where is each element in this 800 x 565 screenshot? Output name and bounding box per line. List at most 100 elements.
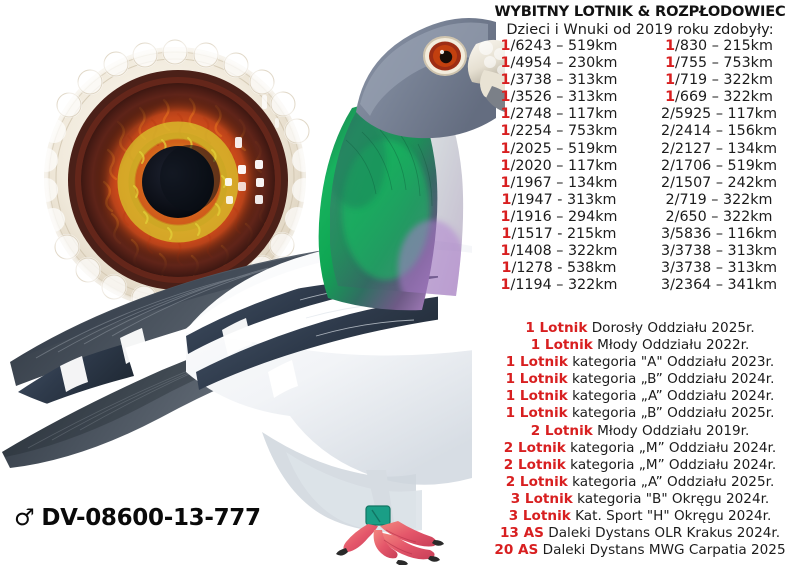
award-text: kategoria „A” Oddziału 2024r.	[567, 388, 775, 405]
ring-number: DV-08600-13-777	[41, 505, 261, 531]
result-row: 1/1517 - 215km 3/5836 – 116km	[480, 226, 800, 243]
result-place: 1	[500, 174, 511, 191]
results-list: 1/6243 – 519km 1/830 – 215km 1/4954 – 230k…	[480, 38, 800, 294]
ring-identity: ♂ DV-08600-13-777	[14, 505, 261, 531]
award-row: 20 AS Daleki Dystans MWG Carpatia 2025	[480, 542, 800, 559]
page-subtitle: Dzieci i Wnuki od 2019 roku zdobyły:	[506, 22, 774, 38]
result-detail: /1967 – 134km	[510, 174, 618, 191]
award-text: kategoria „A” Oddziału 2025r.	[567, 473, 775, 490]
result-detail: /830 – 215km	[675, 38, 773, 54]
award-rank: 1 Lotnik	[505, 371, 568, 388]
leg-ring	[366, 506, 390, 525]
award-rank: 1 Lotnik	[505, 388, 568, 405]
award-row: 3 Lotnik Kat. Sport "H" Okręgu 2024r.	[480, 508, 800, 525]
racing-pigeon-portrait	[2, 18, 505, 565]
award-rank: 1 Lotnik	[505, 354, 568, 371]
result-cell-left: 1/2020 – 117km	[480, 158, 638, 175]
result-cell-right: 1/719 – 322km	[638, 72, 800, 89]
result-row: 1/3738 – 313km 1/719 – 322km	[480, 72, 800, 89]
head-eye	[423, 36, 467, 76]
result-cell-right: 1/755 – 753km	[638, 55, 800, 72]
pigeon-toes	[343, 521, 437, 560]
result-cell-left: 1/1517 - 215km	[480, 226, 638, 243]
result-cell-left: 1/3738 – 313km	[480, 72, 638, 89]
award-rank: 2 Lotnik	[503, 456, 566, 473]
result-cell-right: 2/1507 – 242km	[638, 175, 800, 192]
result-detail: /1194 – 322km	[510, 277, 618, 294]
result-detail: /755 – 753km	[675, 55, 773, 72]
result-place: 1	[500, 106, 511, 123]
result-row: 1/4954 – 230km 1/755 – 753km	[480, 55, 800, 72]
result-cell-left: 1/1947 - 313km	[480, 192, 638, 209]
award-row: 1 Lotnik kategoria „A” Oddziału 2024r.	[480, 388, 800, 405]
result-place: 1	[665, 38, 676, 54]
result-detail: /1278 - 538km	[511, 260, 617, 277]
result-detail: /1916 – 294km	[510, 208, 618, 225]
award-text: kategoria "A" Oddziału 2023r.	[567, 354, 775, 371]
award-rank: 2 Lotnik	[505, 473, 568, 490]
result-cell-left: 1/1194 – 322km	[480, 277, 638, 294]
result-row: 1/3526 – 313km 1/669 – 322km	[480, 89, 800, 106]
result-place: 1	[501, 260, 512, 277]
result-cell-left: 1/1278 - 538km	[480, 260, 638, 277]
result-place: 1	[501, 191, 512, 208]
award-text: Kat. Sport "H" Okręgu 2024r.	[570, 508, 772, 525]
result-cell-right: 1/830 – 215km	[638, 38, 800, 55]
result-cell-right: 3/2364 – 341km	[638, 277, 800, 294]
award-text: Daleki Dystans OLR Krakus 2024r.	[543, 525, 781, 542]
award-rank: 2 Lotnik	[503, 439, 566, 456]
award-row: 2 Lotnik Młody Oddziału 2019r.	[480, 423, 800, 440]
award-text: Młody Oddziału 2019r.	[592, 422, 750, 439]
result-place: 1	[665, 55, 676, 72]
result-cell-left: 1/2025 – 519km	[480, 141, 638, 158]
award-text: Młody Oddziału 2022r.	[592, 337, 750, 354]
result-row: 1/1967 – 134km 2/1507 – 242km	[480, 175, 800, 192]
result-row: 1/2020 – 117km 2/1706 – 519km	[480, 158, 800, 175]
award-rank: 1 Lotnik	[505, 405, 568, 422]
result-place: 1	[500, 89, 511, 106]
result-detail: /1517 - 215km	[511, 226, 617, 243]
result-place: 1	[665, 89, 676, 106]
page-title: WYBITNY LOTNIK & ROZPŁODOWIEC	[494, 3, 786, 20]
result-detail: /2254 – 753km	[510, 123, 618, 140]
result-detail: 2/2414 – 156km	[660, 123, 778, 140]
result-detail: /669 – 322km	[675, 89, 773, 106]
result-detail: 2/650 – 322km	[665, 208, 773, 225]
result-cell-right: 2/5925 – 117km	[638, 106, 800, 123]
award-rank: 2 Lotnik	[530, 422, 593, 439]
result-detail: /2020 – 117km	[510, 157, 618, 174]
result-row: 1/2748 – 117km 2/5925 – 117km	[480, 106, 800, 123]
result-row: 1/1194 – 322km 3/2364 – 341km	[480, 277, 800, 294]
result-place: 1	[501, 226, 512, 243]
result-cell-left: 1/1967 – 134km	[480, 175, 638, 192]
result-place: 1	[500, 208, 511, 225]
result-cell-left: 1/2254 – 753km	[480, 123, 638, 140]
result-detail: 2/2127 – 134km	[660, 140, 778, 157]
result-detail: 2/719 – 322km	[665, 191, 773, 208]
awards-list: 1 Lotnik Dorosły Oddziału 2025r. 1 Lotnik…	[480, 320, 800, 559]
result-cell-left: 1/1916 – 294km	[480, 209, 638, 226]
result-cell-right: 1/669 – 322km	[638, 89, 800, 106]
result-place: 1	[500, 243, 511, 260]
result-detail: 2/5925 – 117km	[660, 106, 778, 123]
award-text: kategoria „M” Oddziału 2024r.	[565, 456, 777, 473]
result-detail: 2/1507 – 242km	[660, 174, 778, 191]
award-row: 13 AS Daleki Dystans OLR Krakus 2024r.	[480, 525, 800, 542]
result-cell-left: 1/4954 – 230km	[480, 55, 638, 72]
beak-and-cere	[467, 39, 505, 113]
result-row: 1/2254 – 753km 2/2414 – 156km	[480, 123, 800, 140]
award-text: kategoria „B” Oddziału 2024r.	[567, 371, 775, 388]
result-detail: /6243 – 519km	[510, 38, 618, 54]
result-place: 1	[500, 140, 511, 157]
result-place: 1	[500, 38, 511, 54]
result-detail: /719 – 322km	[675, 72, 773, 89]
result-cell-right: 2/1706 – 519km	[638, 158, 800, 175]
result-detail: /3738 – 313km	[510, 72, 618, 89]
result-detail: 3/3738 – 313km	[660, 260, 778, 277]
award-rank: 3 Lotnik	[508, 508, 571, 525]
result-row: 1/6243 – 519km 1/830 – 215km	[480, 38, 800, 55]
award-text: Dorosły Oddziału 2025r.	[587, 320, 755, 336]
result-place: 1	[665, 72, 676, 89]
result-row: 1/2025 – 519km 2/2127 – 134km	[480, 141, 800, 158]
